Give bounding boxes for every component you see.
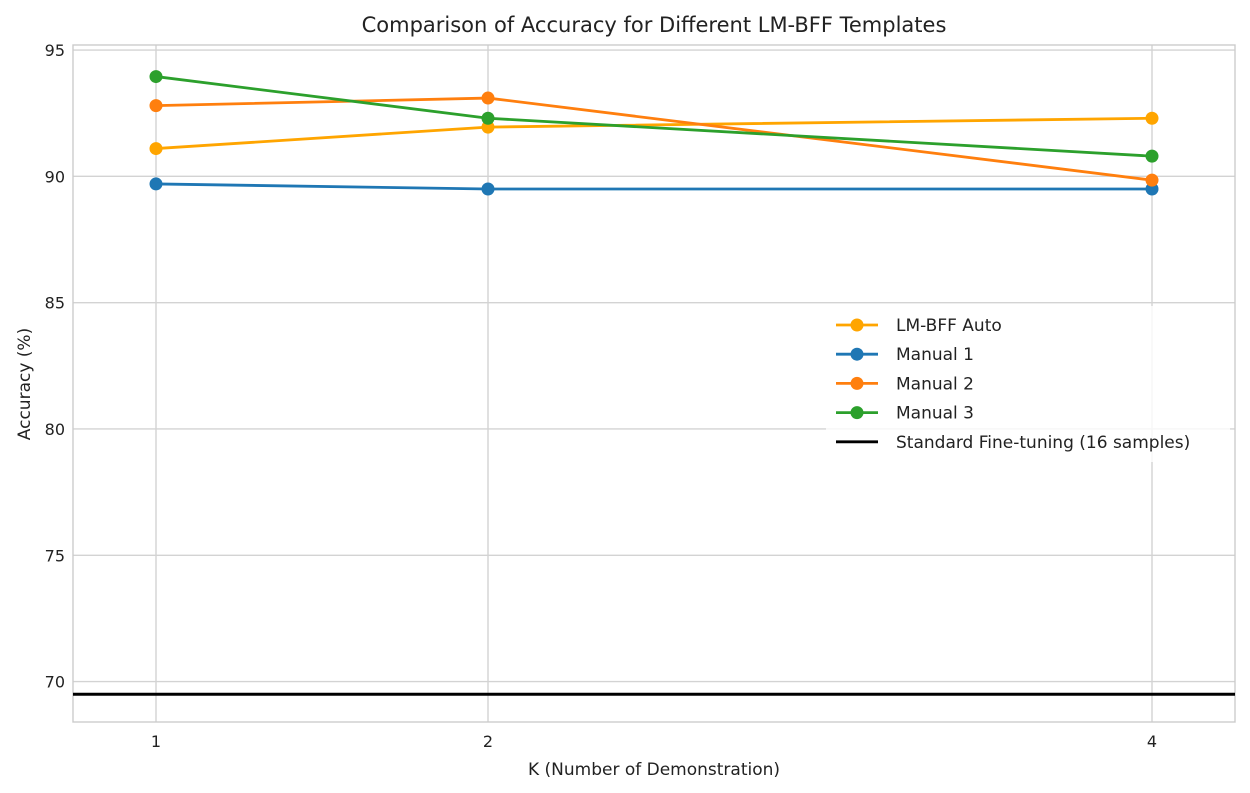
legend-label: Standard Fine-tuning (16 samples) xyxy=(896,433,1190,453)
legend-entry: Manual 2 xyxy=(836,374,974,394)
y-tick-label: 85 xyxy=(45,294,65,313)
y-tick-label: 90 xyxy=(45,167,65,186)
y-tick-label: 75 xyxy=(45,546,65,565)
legend-entry: Manual 3 xyxy=(836,404,974,424)
legend-marker xyxy=(850,318,864,332)
legend-label: Manual 2 xyxy=(896,374,974,394)
legend-entry: Standard Fine-tuning (16 samples) xyxy=(836,433,1190,453)
data-point xyxy=(1145,149,1159,163)
x-tick-label: 2 xyxy=(483,732,493,751)
y-tick-label: 80 xyxy=(45,420,65,439)
data-point xyxy=(481,182,495,196)
legend-marker xyxy=(850,376,864,390)
legend-entry: LM-BFF Auto xyxy=(836,316,1002,336)
data-point xyxy=(1145,111,1159,125)
series-lm-bff-auto xyxy=(149,111,1159,156)
chart-title: Comparison of Accuracy for Different LM-… xyxy=(362,13,947,37)
data-point xyxy=(481,111,495,125)
plot-frame xyxy=(72,44,1236,723)
legend-label: Manual 1 xyxy=(896,345,974,365)
data-point xyxy=(149,70,163,84)
y-tick-label: 95 xyxy=(45,41,65,60)
y-tick-label: 70 xyxy=(45,673,65,692)
series-manual-1 xyxy=(149,177,1159,196)
legend-label: Manual 3 xyxy=(896,404,974,424)
data-point xyxy=(149,177,163,191)
legend-entry: Manual 1 xyxy=(836,345,974,365)
legend: LM-BFF Auto Manual 1 Manual 2 Manual 3 Stand… xyxy=(826,306,1230,462)
data-point xyxy=(149,142,163,156)
legend-box xyxy=(826,306,1230,462)
series-line xyxy=(155,182,1152,191)
series-manual-3 xyxy=(149,70,1159,163)
data-point xyxy=(149,99,163,113)
x-tick-label: 4 xyxy=(1147,732,1157,751)
series-layer xyxy=(149,70,1159,196)
x-tick-label: 1 xyxy=(151,732,161,751)
legend-marker xyxy=(850,347,864,361)
y-axis-label: Accuracy (%) xyxy=(15,328,35,440)
data-point xyxy=(1145,173,1159,187)
tick-labels: 1 2 4 70 75 80 85 90 95 xyxy=(45,41,1157,751)
legend-marker xyxy=(850,406,864,420)
data-point xyxy=(481,91,495,105)
series-line xyxy=(155,116,1153,150)
legend-label: LM-BFF Auto xyxy=(896,316,1002,336)
series-line xyxy=(155,75,1153,158)
series-manual-2 xyxy=(149,91,1159,187)
x-axis-label: K (Number of Demonstration) xyxy=(528,760,780,780)
